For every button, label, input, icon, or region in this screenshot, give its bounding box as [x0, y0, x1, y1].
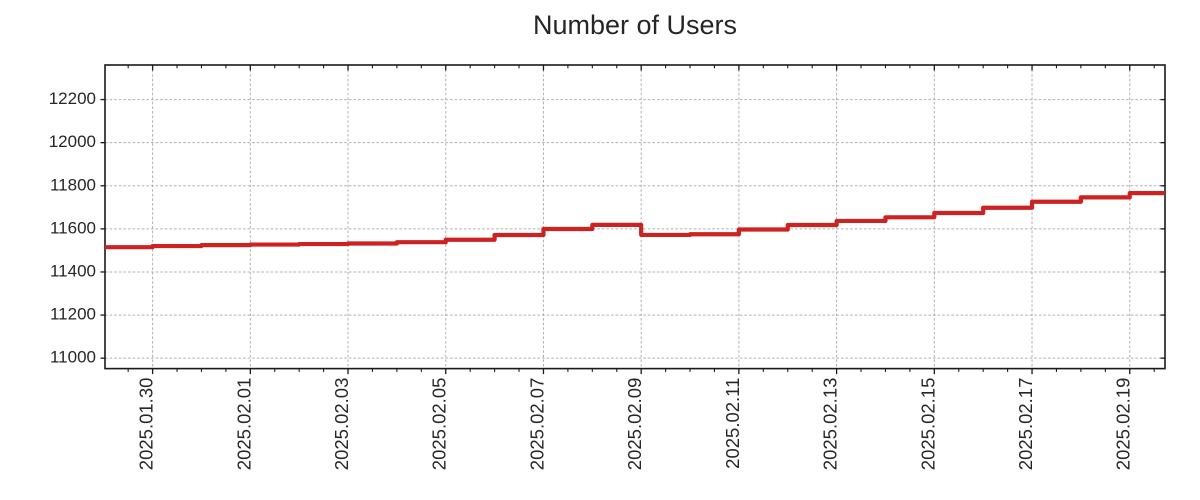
svg-text:11400: 11400 [50, 261, 96, 280]
svg-text:2025.02.17: 2025.02.17 [1015, 378, 1036, 471]
svg-text:2025.02.09: 2025.02.09 [624, 378, 645, 471]
svg-text:2025.02.03: 2025.02.03 [331, 378, 352, 471]
svg-text:11800: 11800 [50, 175, 96, 194]
svg-text:2025.02.11: 2025.02.11 [722, 378, 743, 469]
svg-text:2025.02.13: 2025.02.13 [820, 378, 841, 471]
svg-text:2025.02.19: 2025.02.19 [1113, 378, 1134, 471]
svg-text:11200: 11200 [50, 305, 96, 324]
svg-text:2025.01.30: 2025.01.30 [136, 378, 157, 471]
svg-text:2025.02.07: 2025.02.07 [526, 378, 547, 471]
svg-text:2025.02.05: 2025.02.05 [429, 378, 450, 471]
svg-text:2025.02.01: 2025.02.01 [233, 378, 254, 471]
svg-text:11000: 11000 [50, 348, 96, 367]
svg-text:2025.02.15: 2025.02.15 [917, 378, 938, 471]
svg-text:12000: 12000 [49, 132, 96, 151]
svg-text:12200: 12200 [49, 89, 96, 108]
svg-text:11600: 11600 [50, 218, 96, 237]
